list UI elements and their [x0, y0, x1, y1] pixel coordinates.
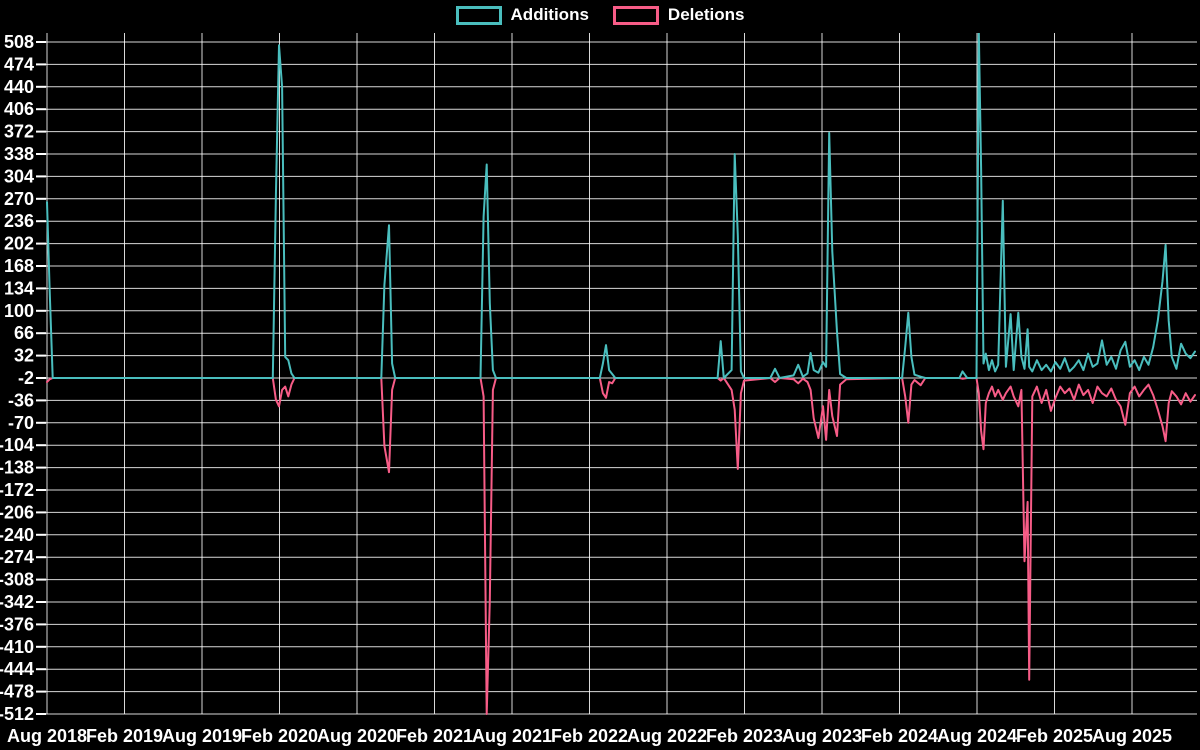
x-tick-label: Aug 2025 — [1092, 726, 1172, 746]
y-tick-label: 236 — [4, 211, 34, 231]
y-tick-label: 338 — [4, 144, 34, 164]
deletions-line — [46, 377, 1196, 715]
y-tick-label: 66 — [14, 323, 34, 343]
y-tick-label: 372 — [4, 122, 34, 142]
legend-item-deletions[interactable]: Deletions — [612, 5, 745, 25]
plot-area[interactable] — [42, 33, 1199, 721]
y-tick-label: 202 — [4, 234, 34, 254]
y-tick-label: 270 — [4, 189, 34, 209]
y-tick-label: -478 — [0, 682, 34, 702]
y-tick-label: -308 — [0, 570, 34, 590]
y-tick-label: 508 — [4, 32, 34, 52]
y-tick-label: -138 — [0, 458, 34, 478]
y-tick-label: 474 — [4, 54, 34, 74]
y-tick-label: -444 — [0, 659, 34, 679]
x-tick-label: Aug 2022 — [627, 726, 707, 746]
legend-label-deletions: Deletions — [667, 5, 745, 24]
chart-legend: Additions Deletions — [0, 5, 1200, 25]
y-tick-label: -342 — [0, 592, 34, 612]
y-tick-label: 304 — [4, 166, 34, 186]
y-tick-label: 32 — [14, 346, 34, 366]
y-tick-label: -36 — [8, 390, 34, 410]
y-tick-label: 168 — [4, 256, 34, 276]
x-tick-label: Aug 2021 — [472, 726, 552, 746]
x-tick-label: Feb 2025 — [1016, 726, 1093, 746]
x-tick-label: Feb 2021 — [396, 726, 473, 746]
x-tick-label: Aug 2018 — [7, 726, 87, 746]
y-tick-label: -240 — [0, 525, 34, 545]
additions-line — [46, 33, 1196, 379]
x-tick-label: Aug 2024 — [937, 726, 1017, 746]
legend-item-additions[interactable]: Additions — [455, 5, 589, 25]
series-lines — [46, 33, 1196, 715]
y-tick-label: -2 — [18, 368, 34, 388]
y-tick-label: 100 — [4, 301, 34, 321]
x-tick-label: Feb 2020 — [241, 726, 318, 746]
x-tick-label: Aug 2023 — [782, 726, 862, 746]
y-tick-label: -274 — [0, 547, 34, 567]
x-tick-label: Aug 2019 — [162, 726, 242, 746]
x-tick-label: Aug 2020 — [317, 726, 397, 746]
y-tick-label: 134 — [4, 278, 34, 298]
legend-label-additions: Additions — [510, 5, 589, 24]
additions-swatch-icon — [455, 5, 502, 25]
y-tick-label: -104 — [0, 435, 34, 455]
y-tick-label: -512 — [0, 704, 34, 724]
x-tick-label: Feb 2023 — [706, 726, 783, 746]
x-tick-label: Feb 2024 — [861, 726, 938, 746]
y-tick-label: -70 — [8, 413, 34, 433]
y-tick-label: -410 — [0, 637, 34, 657]
x-tick-label: Feb 2019 — [86, 726, 163, 746]
y-tick-label: -206 — [0, 502, 34, 522]
y-tick-label: -172 — [0, 480, 34, 500]
y-tick-label: -376 — [0, 614, 34, 634]
y-tick-label: 406 — [4, 99, 34, 119]
deletions-swatch-icon — [612, 5, 659, 25]
x-tick-label: Feb 2022 — [551, 726, 628, 746]
y-tick-label: 440 — [4, 77, 34, 97]
